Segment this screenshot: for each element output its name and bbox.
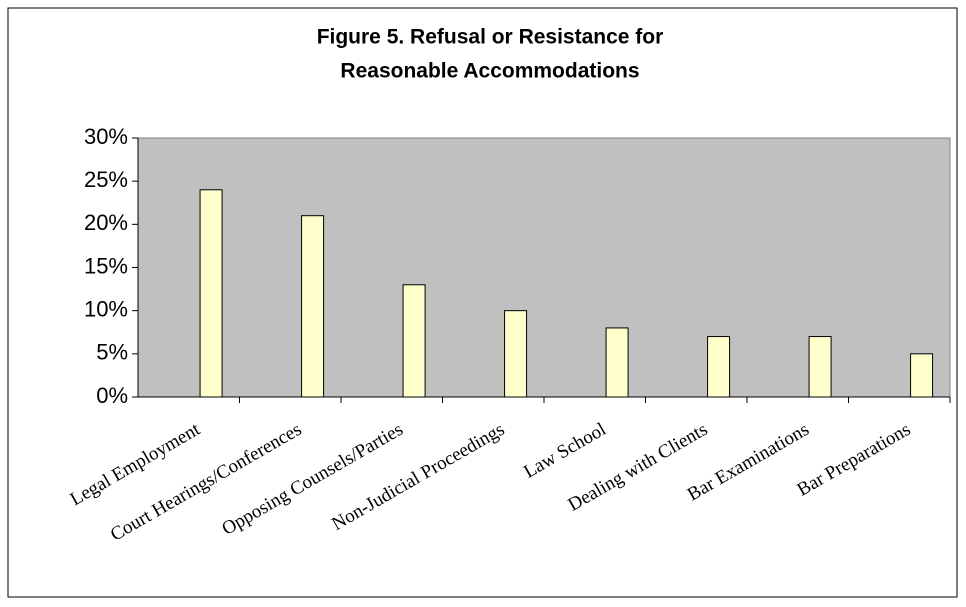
y-tick-label: 15% bbox=[84, 253, 128, 278]
chart-title: Figure 5. Refusal or Resistance for bbox=[317, 26, 664, 49]
y-tick-label: 0% bbox=[96, 383, 128, 408]
y-tick-label: 20% bbox=[84, 210, 128, 235]
y-tick-label: 10% bbox=[84, 296, 128, 321]
chart-title: Reasonable Accommodations bbox=[340, 60, 639, 83]
bar bbox=[605, 327, 629, 398]
bar bbox=[910, 353, 934, 398]
bar bbox=[402, 284, 426, 398]
bar bbox=[301, 215, 325, 398]
y-tick-label: 5% bbox=[96, 340, 128, 365]
bar bbox=[199, 189, 223, 398]
bar bbox=[504, 310, 528, 398]
bar bbox=[808, 336, 832, 398]
y-tick-label: 30% bbox=[84, 124, 128, 149]
bar bbox=[707, 336, 731, 398]
y-tick-label: 25% bbox=[84, 167, 128, 192]
